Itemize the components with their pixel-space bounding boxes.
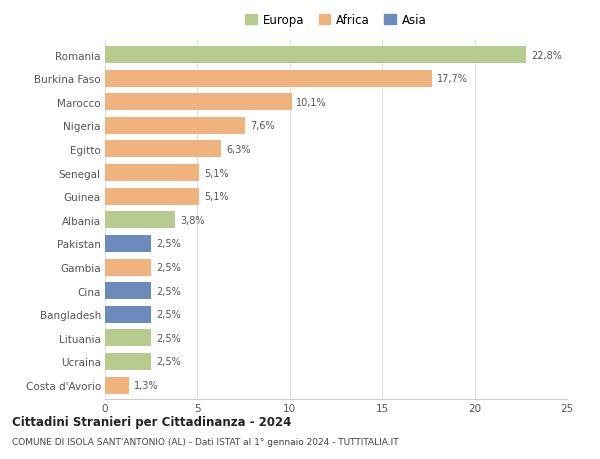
Text: 2,5%: 2,5% (156, 263, 181, 273)
Text: 2,5%: 2,5% (156, 333, 181, 343)
Bar (105, 118, 245, 134)
Bar (105, 330, 151, 347)
Bar (105, 71, 432, 88)
Text: 1,3%: 1,3% (134, 380, 158, 390)
Text: 2,5%: 2,5% (156, 239, 181, 249)
Text: Cittadini Stranieri per Cittadinanza - 2024: Cittadini Stranieri per Cittadinanza - 2… (12, 415, 292, 428)
Bar (105, 47, 526, 64)
Text: 6,3%: 6,3% (226, 145, 251, 155)
Text: 3,8%: 3,8% (180, 215, 205, 225)
Text: 10,1%: 10,1% (296, 98, 327, 107)
Bar (105, 282, 151, 299)
Bar (105, 165, 199, 182)
Text: 2,5%: 2,5% (156, 357, 181, 367)
Bar (105, 306, 151, 323)
Bar (105, 259, 151, 276)
Bar (105, 94, 292, 111)
Text: 22,8%: 22,8% (531, 50, 562, 61)
Bar (105, 353, 151, 370)
Bar (105, 212, 175, 229)
Legend: Europa, Africa, Asia: Europa, Africa, Asia (242, 11, 430, 30)
Bar (105, 377, 129, 394)
Text: 7,6%: 7,6% (250, 121, 275, 131)
Text: 5,1%: 5,1% (204, 192, 229, 202)
Text: 17,7%: 17,7% (437, 74, 467, 84)
Text: 2,5%: 2,5% (156, 286, 181, 296)
Text: 5,1%: 5,1% (204, 168, 229, 178)
Bar (105, 188, 199, 205)
Text: 2,5%: 2,5% (156, 309, 181, 319)
Text: COMUNE DI ISOLA SANT'ANTONIO (AL) - Dati ISTAT al 1° gennaio 2024 - TUTTITALIA.I: COMUNE DI ISOLA SANT'ANTONIO (AL) - Dati… (12, 437, 398, 446)
Bar (105, 235, 151, 252)
Bar (105, 141, 221, 158)
